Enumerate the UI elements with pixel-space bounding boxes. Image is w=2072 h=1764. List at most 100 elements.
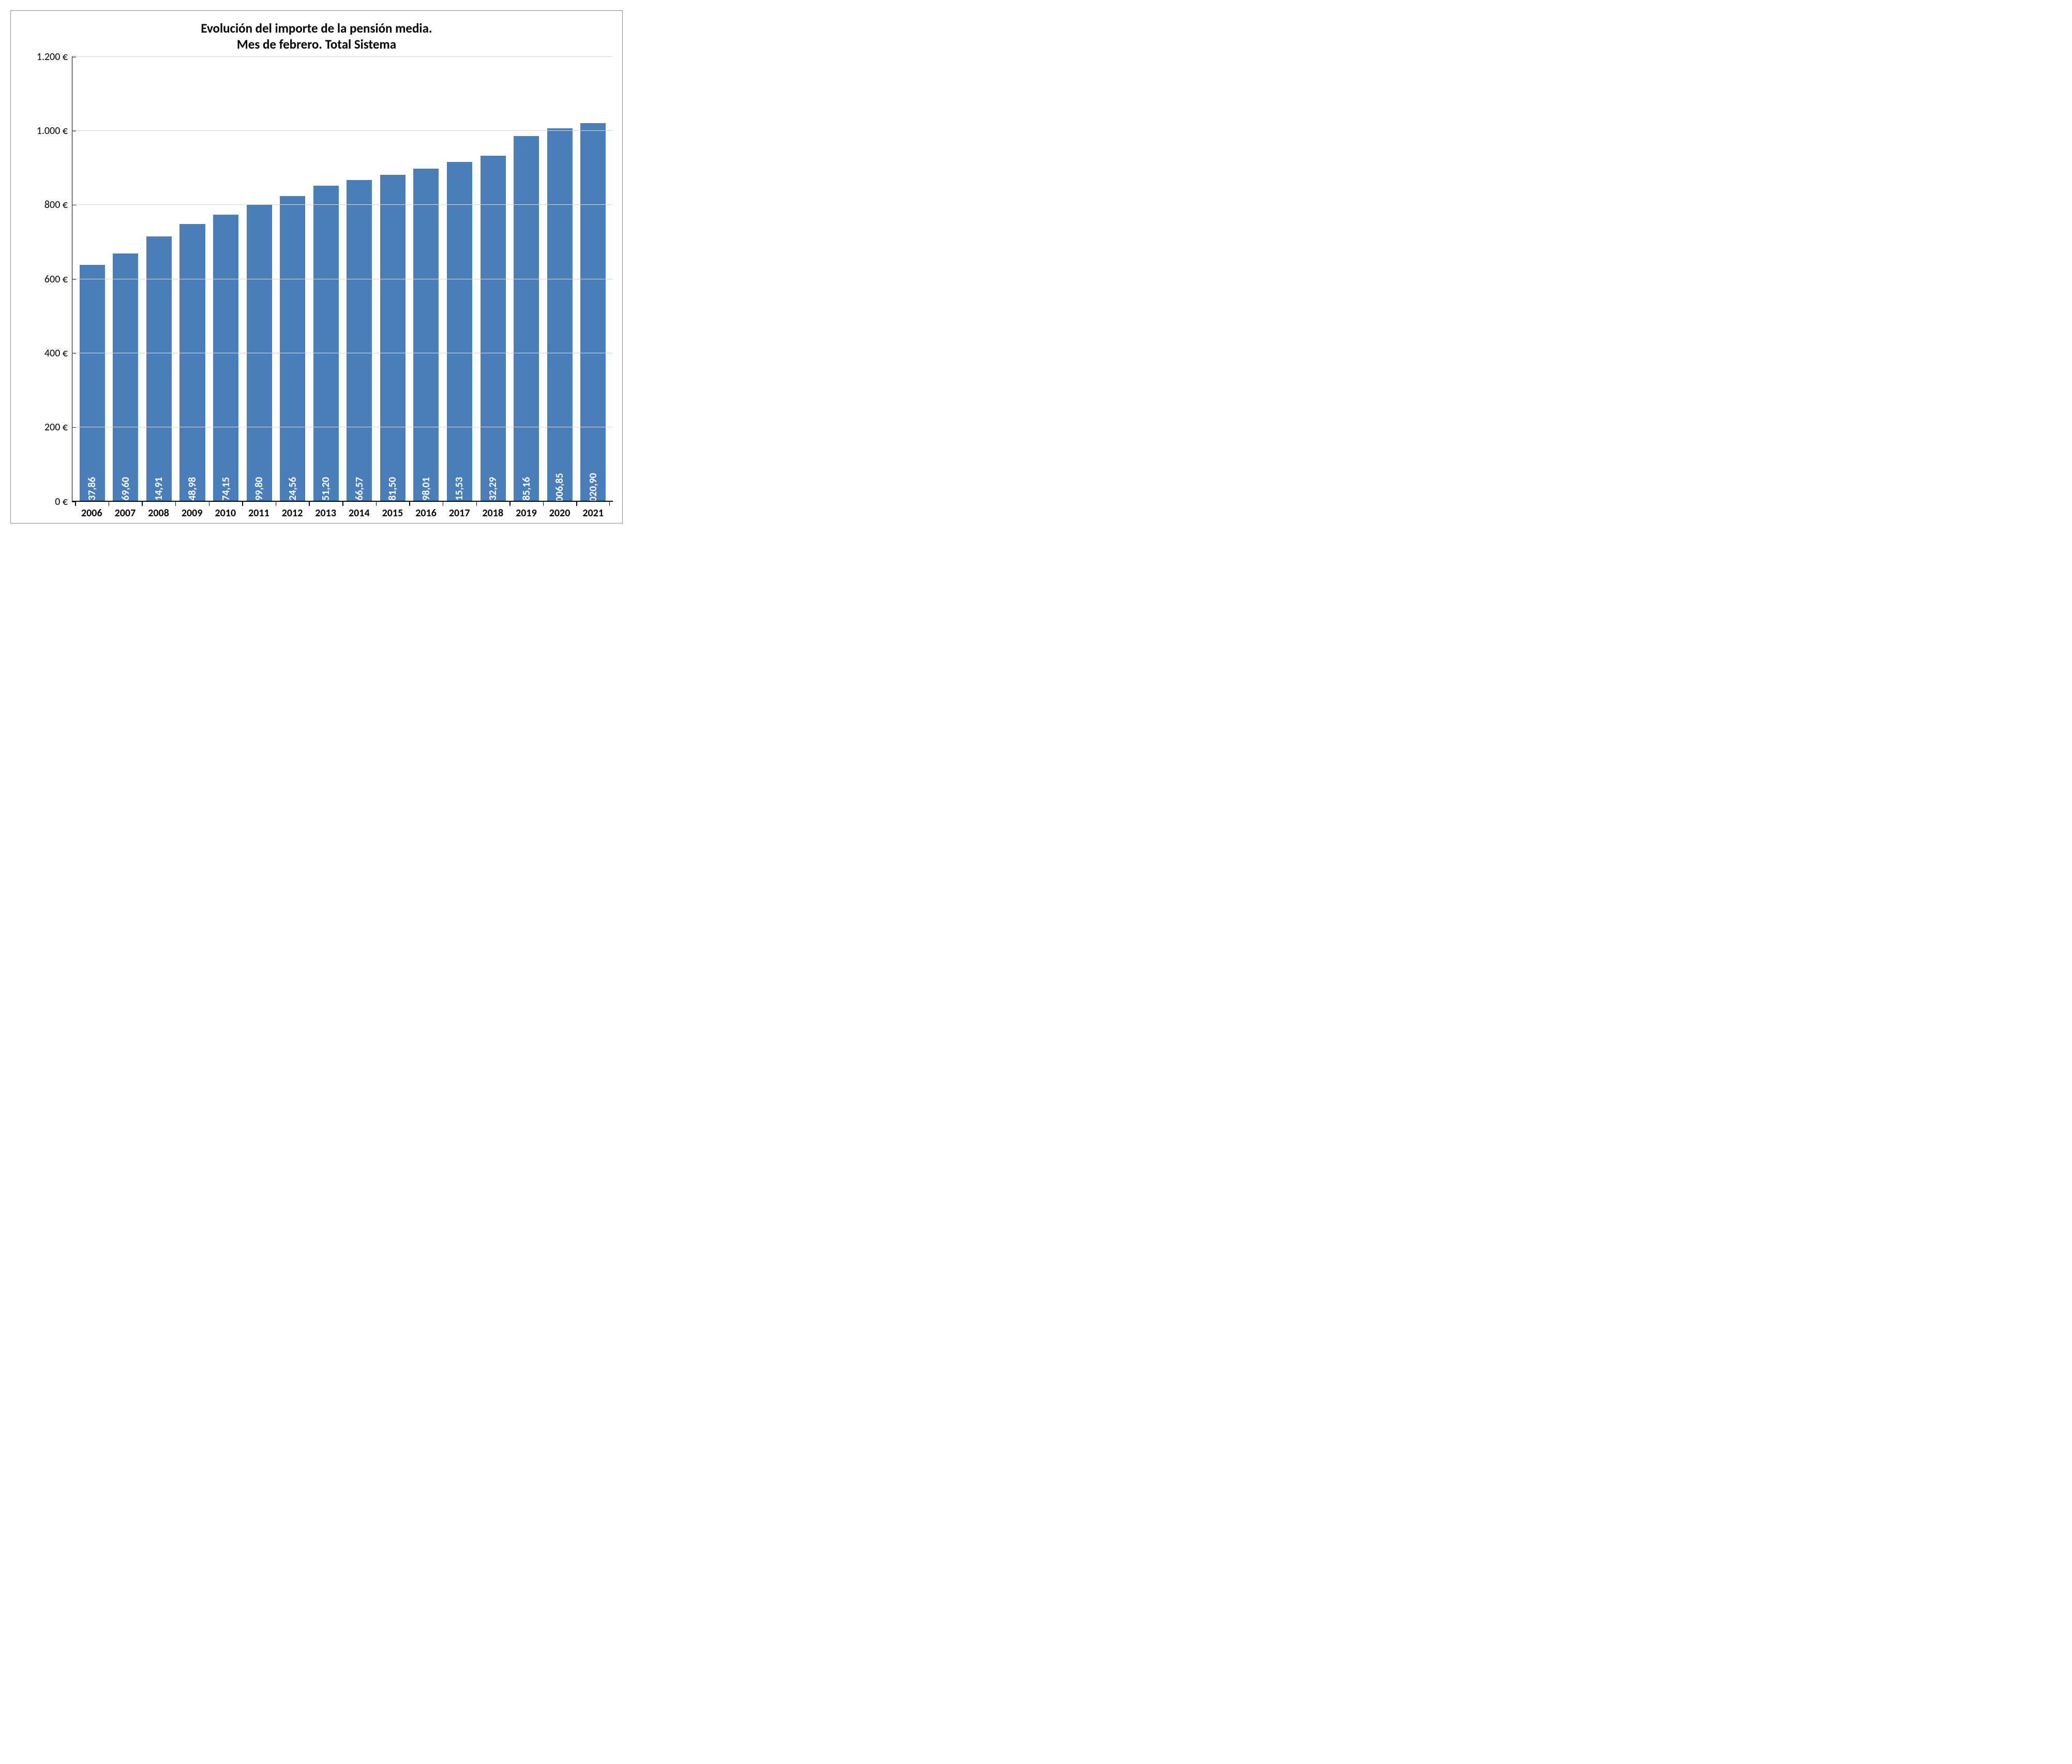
bar: 932,29 [481,156,506,501]
x-tick-mark [175,502,176,506]
x-tick-label: 2008 [142,505,175,519]
x-slot: 2017 [443,505,476,519]
chart-title-line2: Mes de febrero. Total Sistema [20,36,613,52]
bar-slot: 915,53 [443,57,476,502]
bar: 748,98 [179,224,205,502]
x-tick-mark [409,502,410,506]
x-tick-label: 2014 [342,505,376,519]
bar-slot: 774,15 [209,57,243,502]
bar: 1.006,85 [547,128,573,502]
x-tick-mark [376,502,377,506]
x-tick-label: 2009 [175,505,209,519]
bar: 851,20 [313,186,339,501]
bar-slot: 851,20 [309,57,343,502]
x-tick-label: 2016 [409,505,443,519]
x-tick-label: 2020 [543,505,577,519]
bars-container: 637,86 669,60 714,91 748,98 774,15 799,80 824,… [72,57,613,502]
bar: 915,53 [447,162,472,501]
x-tick-mark [543,502,544,506]
bar-value-label: 1.006,85 [553,473,566,510]
x-slot: 2014 [342,505,376,519]
x-tick-label: 2019 [509,505,543,519]
gridline [72,204,613,205]
y-axis: 0 €200 €400 €600 €800 €1.000 €1.200 € [20,57,72,502]
bar: 714,91 [146,236,172,501]
bar: 774,15 [213,215,238,502]
bar-slot: 1.020,90 [576,57,610,502]
x-tick-label: 2021 [576,505,610,519]
x-tick-label: 2006 [75,505,109,519]
x-slot: 2015 [376,505,410,519]
y-tick-label: 400 € [44,347,68,360]
x-slot: 2007 [109,505,142,519]
y-tick-label: 600 € [44,273,68,286]
x-slot: 2011 [242,505,276,519]
bar-slot: 932,29 [476,57,510,502]
bar-slot: 881,50 [376,57,410,502]
x-tick-mark [109,502,110,506]
x-tick-mark [443,502,444,506]
bar: 881,50 [380,175,406,502]
x-tick-label: 2011 [242,505,276,519]
x-slot: 2009 [175,505,209,519]
x-tick-mark [342,502,343,506]
y-tick-label: 1.000 € [37,125,68,137]
gridline [72,56,613,57]
bar: 1.020,90 [580,123,606,502]
x-slot: 2016 [409,505,443,519]
bar: 669,60 [113,253,138,502]
x-tick-mark [276,502,277,506]
x-tick-mark [576,502,577,506]
x-tick-mark [242,502,243,506]
y-tick-label: 0 € [55,496,68,508]
x-tick-label: 2018 [476,505,510,519]
x-slot: 2020 [543,505,577,519]
x-slot: 2018 [476,505,510,519]
x-tick-label: 2017 [443,505,476,519]
x-slot: 2012 [276,505,309,519]
plot-area: 637,86 669,60 714,91 748,98 774,15 799,80 824,… [72,57,613,502]
bar: 637,86 [80,265,105,501]
x-tick-mark [75,502,76,506]
x-tick-mark [142,502,143,506]
x-tick-label: 2013 [309,505,342,519]
bar-slot: 866,57 [343,57,377,502]
x-tick-label: 2010 [209,505,243,519]
bar-slot: 985,16 [509,57,543,502]
bar: 799,80 [247,205,272,501]
bar: 898,01 [413,169,439,502]
x-tick-label: 2015 [376,505,410,519]
bar-slot: 748,98 [176,57,209,502]
gridline [72,130,613,131]
x-tick-mark [309,502,310,506]
bar: 824,56 [280,196,305,502]
x-tick-mark [509,502,511,506]
x-slot: 2006 [75,505,109,519]
x-tick-label: 2007 [109,505,142,519]
x-tick-label: 2012 [276,505,309,519]
x-slot: 2013 [309,505,342,519]
y-tick-label: 800 € [44,199,68,211]
bar-slot: 824,56 [276,57,309,502]
chart-frame: Evolución del importe de la pensión medi… [10,10,623,524]
x-tick-mark [209,502,210,506]
y-tick-label: 200 € [44,421,68,433]
x-slot: 2010 [209,505,243,519]
plot-wrapper: 0 €200 €400 €600 €800 €1.000 €1.200 € 63… [20,57,613,502]
x-slot: 2008 [142,505,175,519]
x-tick-mark [476,502,477,506]
chart-title-line1: Evolución del importe de la pensión medi… [20,20,613,36]
bar-slot: 637,86 [76,57,109,502]
x-axis: 2006200720082009201020112012201320142015… [72,505,613,519]
bar-slot: 1.006,85 [543,57,577,502]
bar-slot: 799,80 [243,57,276,502]
bar-slot: 898,01 [410,57,443,502]
x-slot: 2021 [576,505,610,519]
y-tick-label: 1.200 € [37,51,68,63]
bar: 985,16 [514,136,539,501]
x-slot: 2019 [509,505,543,519]
bar: 866,57 [347,180,372,501]
bar-slot: 669,60 [109,57,143,502]
bar-value-label: 1.020,90 [587,473,599,510]
chart-title: Evolución del importe de la pensión medi… [20,20,613,53]
